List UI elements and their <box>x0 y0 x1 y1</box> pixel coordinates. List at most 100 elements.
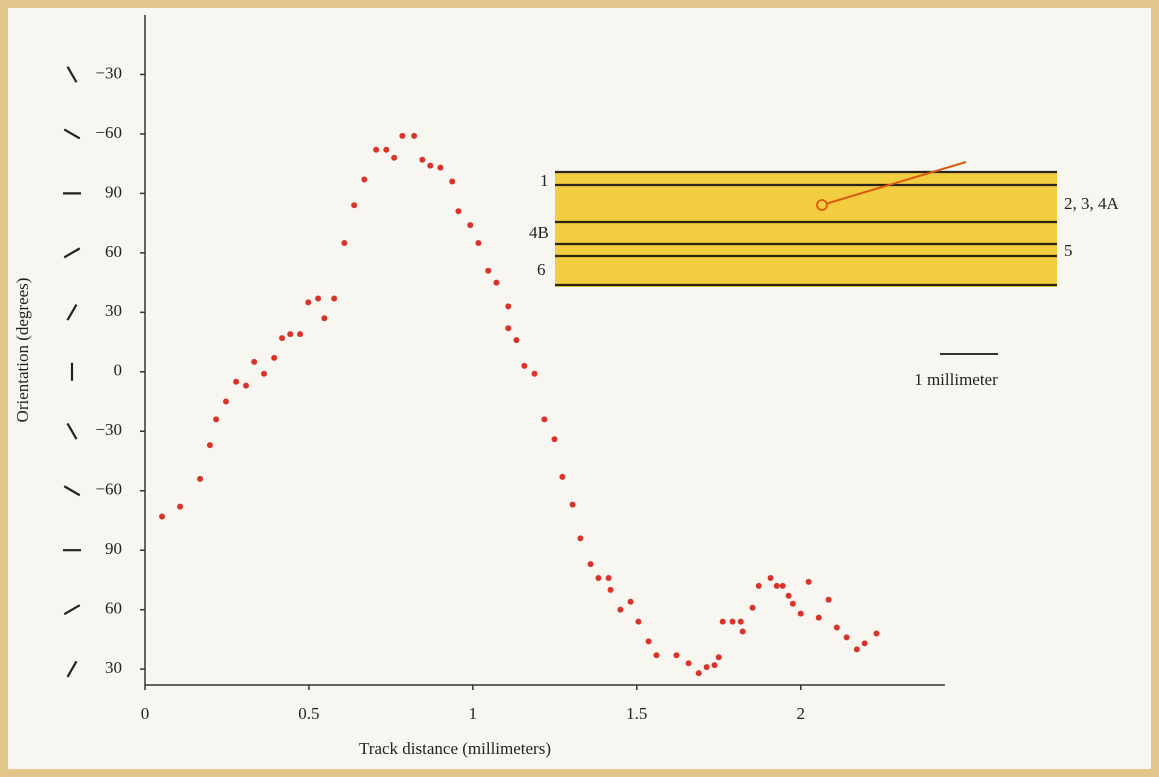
layer-label: 1 <box>540 171 549 190</box>
data-point <box>391 154 398 161</box>
data-point <box>843 634 850 641</box>
data-point <box>607 586 614 593</box>
y-tick-label: −60 <box>95 123 122 142</box>
orientation-glyph <box>66 422 78 440</box>
data-point <box>321 315 328 322</box>
data-point <box>653 652 660 659</box>
data-point <box>305 299 312 306</box>
data-point <box>711 662 718 669</box>
data-point <box>521 362 528 369</box>
data-point <box>755 582 762 589</box>
y-tick-label: 0 <box>114 361 123 380</box>
data-point <box>242 382 249 389</box>
data-point <box>873 630 880 637</box>
orientation-glyph <box>63 485 81 497</box>
data-point <box>617 606 624 613</box>
data-point <box>719 618 726 625</box>
layer-label: 4B <box>529 223 549 242</box>
data-point <box>341 239 348 246</box>
orientation-glyph <box>63 247 81 259</box>
data-point <box>222 398 229 405</box>
x-axis-label: Track distance (millimeters) <box>359 739 551 758</box>
data-point <box>485 267 492 274</box>
data-point <box>513 337 520 344</box>
data-point <box>361 176 368 183</box>
data-point <box>449 178 456 185</box>
orientation-glyph <box>63 604 81 616</box>
data-point <box>703 664 710 671</box>
layer-lines <box>555 170 1057 287</box>
y-tick-label: −60 <box>95 480 122 499</box>
orientation-glyph <box>66 303 78 321</box>
layer-label: 2, 3, 4A <box>1064 194 1120 213</box>
data-point <box>383 146 390 153</box>
data-point <box>411 132 418 139</box>
y-tick-label: 30 <box>105 658 122 677</box>
data-point <box>505 303 512 310</box>
data-point <box>261 370 268 377</box>
data-point <box>419 156 426 163</box>
data-point <box>197 475 204 482</box>
data-point <box>437 164 444 171</box>
layer-label: 5 <box>1064 241 1073 260</box>
data-point <box>331 295 338 302</box>
data-point <box>399 132 406 139</box>
data-point <box>773 582 780 589</box>
y-tick-label: 30 <box>105 301 122 320</box>
data-point <box>373 146 380 153</box>
data-point <box>595 574 602 581</box>
data-point <box>493 279 500 286</box>
data-point <box>233 378 240 385</box>
data-point <box>749 604 756 611</box>
track-start <box>816 199 828 211</box>
data-point <box>635 618 642 625</box>
inset: 1 2, 3, 4A 4B 5 6 1 millimeter <box>529 161 1120 389</box>
data-point <box>569 501 576 508</box>
data-point <box>587 561 594 568</box>
data-point <box>271 354 278 361</box>
data-point <box>177 503 184 510</box>
data-point <box>551 436 558 443</box>
y-tick-label: −30 <box>95 420 122 439</box>
data-point <box>833 624 840 631</box>
data-point <box>685 660 692 667</box>
orientation-glyph <box>63 128 81 140</box>
data-point <box>577 535 584 542</box>
orientation-glyph <box>66 660 78 678</box>
track-line <box>821 161 967 206</box>
scale-label: 1 millimeter <box>914 370 998 389</box>
data-point <box>805 578 812 585</box>
data-point <box>505 325 512 332</box>
data-point <box>785 592 792 599</box>
data-point <box>467 222 474 229</box>
data-point <box>287 331 294 338</box>
data-point <box>559 473 566 480</box>
data-point <box>729 618 736 625</box>
data-point <box>206 442 213 449</box>
data-point <box>427 162 434 169</box>
data-point <box>825 596 832 603</box>
data-point <box>159 513 166 520</box>
data-point <box>279 335 286 342</box>
data-point <box>695 670 702 677</box>
data-point <box>297 331 304 338</box>
y-tick-label: 90 <box>105 539 122 558</box>
data-point <box>739 628 746 635</box>
data-point <box>789 600 796 607</box>
panel <box>8 8 1151 769</box>
y-tick-label: −30 <box>95 63 122 82</box>
data-point <box>815 614 822 621</box>
data-point <box>315 295 322 302</box>
x-tick-label: 0.5 <box>298 704 319 723</box>
y-tick-label: 90 <box>105 182 122 201</box>
x-tick-label: 1.5 <box>626 704 647 723</box>
data-point <box>673 652 680 659</box>
data-point <box>475 239 482 246</box>
orientation-glyph <box>66 66 78 83</box>
data-point <box>541 416 548 423</box>
x-tick-label: 1 <box>469 704 478 723</box>
data-point <box>627 598 634 605</box>
data-point <box>861 640 868 647</box>
